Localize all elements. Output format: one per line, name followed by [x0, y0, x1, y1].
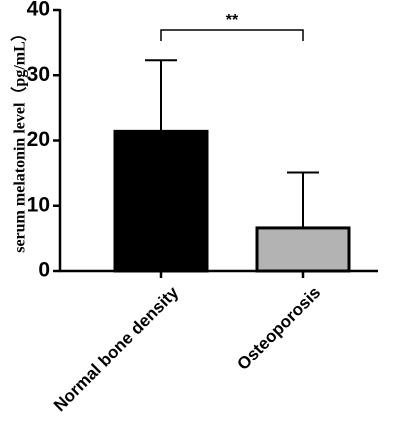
bar — [255, 226, 351, 273]
plot-area: 0 10 20 30 40 Normal bone density Osteoporosis… — [27, 0, 378, 415]
y-tick-label: 10 — [27, 193, 50, 216]
x-category-label: Normal bone density — [50, 282, 183, 415]
y-axis-title: serum melatonin level（pg/mL） — [11, 25, 29, 253]
y-axis-title-group: serum melatonin level（pg/mL） — [11, 25, 29, 253]
x-category-label: Osteoporosis — [233, 283, 324, 374]
bar — [113, 129, 209, 273]
significance-bracket — [160, 29, 304, 41]
y-tick-label: 0 — [38, 259, 50, 282]
y-tick-label: 40 — [27, 0, 50, 21]
significance-label: ** — [226, 12, 239, 29]
y-tick-label: 20 — [27, 128, 50, 151]
y-tick-label: 30 — [27, 63, 50, 86]
